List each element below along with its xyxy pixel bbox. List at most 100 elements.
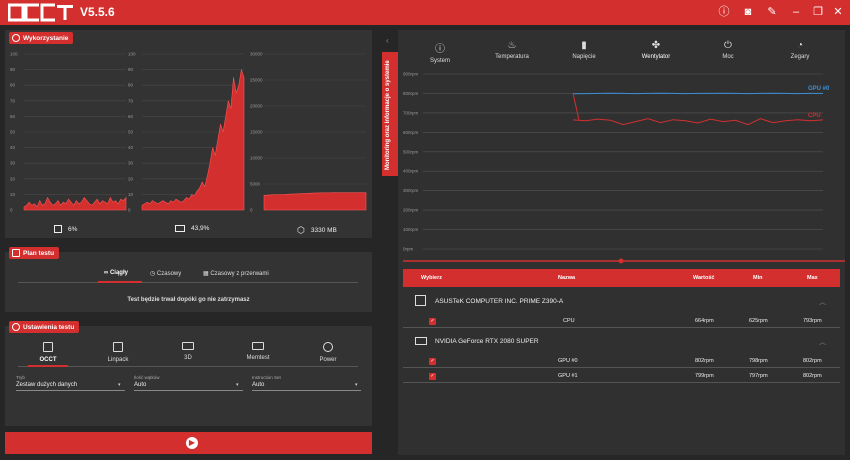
mode-power[interactable]: Power [298,342,358,363]
device-group-gpu[interactable]: NVIDIA GeForce RTX 2080 SUPER ︿ [403,334,840,350]
monitoring-panel [398,30,845,455]
settings-icon [12,323,20,331]
wrench-icon[interactable]: ✎ [767,6,777,18]
chevron-down-icon[interactable]: ▾ [355,382,358,388]
instruction-set-underline [252,390,361,391]
mode-linpack[interactable]: Linpack [88,342,148,363]
mode-label: OCCT [39,357,57,363]
memory-icon: ⬡ [297,225,305,235]
checkbox-checked[interactable]: ✓ [429,373,436,380]
timeline-slider-handle [618,258,624,264]
row-name: GPU #1 [558,373,578,379]
cpu-series-ramp [572,93,580,120]
tick-label: 0 [250,208,253,213]
checkbox-checked[interactable]: ✓ [429,358,436,365]
close-icon[interactable]: ✕ [833,6,843,18]
cpu-usage-area [23,196,127,211]
tick-label: 70 [128,98,134,103]
tick-label: 500rpm [403,149,419,154]
restore-icon[interactable]: ❐ [813,6,823,18]
tab-voltage[interactable]: ▮ Napięcie [549,40,619,60]
mode-label: Power [319,357,337,363]
power-icon [323,342,333,352]
tick-label: 700rpm [403,110,419,115]
plan-description: Test będzie trwał dopóki go nie zatrzyma… [127,297,250,303]
usage-badge: Wykorzystanie [9,32,74,44]
tick-label: 20 [128,176,134,181]
cpu-usage-stat: 6% [54,225,77,233]
instruction-set-value[interactable]: Auto [252,382,265,388]
tick-label: 600rpm [403,130,419,135]
threads-field-value[interactable]: Auto [134,382,147,388]
plan-selected-indicator [98,281,142,283]
tab-fan[interactable]: ✤ Wentylator [621,40,691,60]
device-group-motherboard[interactable]: ASUSTeK COMPUTER INC. PRIME Z390-A ︿ [403,294,840,310]
chevron-down-icon[interactable]: ▾ [118,382,121,388]
tab-label: Wentylator [641,54,671,60]
tab-clocks[interactable]: ◔ Zegary [765,40,835,60]
mode-label: Memtest [246,355,270,361]
chevron-up-icon[interactable]: ︿ [819,339,826,346]
monitoring-side-tab[interactable]: Monitoring oraz informacje o systemie [382,52,398,176]
play-icon[interactable]: ▶ [186,437,198,449]
chevron-down-icon[interactable]: ▾ [236,382,239,388]
gpu-icon [175,225,185,232]
tick-label: 800rpm [403,91,419,96]
tab-system[interactable]: ⓘ System [405,40,475,64]
row-min: 797rpm [749,373,768,379]
camera-icon[interactable]: ◙ [744,6,752,18]
gpu0-series-line [572,92,823,95]
col-name: Nazwa [558,275,576,281]
tab-label: Napięcie [572,54,596,60]
plan-option-continuous[interactable]: ∞ Ciągły [104,270,128,276]
calendar-icon [12,249,20,257]
start-test-bar[interactable]: ▶ [5,432,372,454]
chevron-left-icon[interactable]: ‹ [386,36,389,45]
gpu-usage-area [141,69,245,211]
tab-power[interactable]: ⏻ Moc [693,40,763,60]
plan-badge: Plan testu [9,247,60,259]
tick-label: 10000 [250,156,263,161]
tick-label: 5000 [250,182,261,187]
minimize-icon[interactable]: – [792,6,800,18]
mode-occt[interactable]: OCCT [18,342,78,363]
tick-label: 30000 [250,52,263,57]
mode-field-value[interactable]: Zestaw dużych danych [16,382,78,388]
monitoring-side-tab-label: Monitoring oraz informacje o systemie [385,60,391,170]
tick-label: 0rpm [403,247,414,252]
mode-3d[interactable]: 3D [158,342,218,361]
gpu-icon [415,337,427,345]
tick-label: 0 [128,208,131,213]
gpu-usage-value: 43,9% [191,225,210,232]
tick-label: 80 [10,83,16,88]
fan-speed-chart: 900rpm 800rpm 700rpm 600rpm 500rpm 400rpm 300r… [403,72,845,264]
tick-label: 0 [10,208,13,213]
col-select: Wybierz [421,275,442,281]
legend-gpu0: GPU #0 [808,86,829,92]
legend-cpu: CPU [808,113,821,119]
row-min: 625rpm [749,318,768,324]
tab-temperature[interactable]: ♨ Temperatura [477,40,547,60]
plug-icon: ⏻ [724,40,732,51]
mode-label: Linpack [107,357,129,363]
sensor-table-header: Wybierz Nazwa Wartość Min Max [403,269,840,287]
row-value: 802rpm [695,358,714,364]
device-name: ASUSTeK COMPUTER INC. PRIME Z390-A [435,298,564,305]
plan-option-timed[interactable]: ◷ Czasowy [150,271,182,277]
chevron-up-icon[interactable]: ︿ [819,299,826,306]
checkbox-checked[interactable]: ✓ [429,318,436,325]
tick-label: 900rpm [403,72,419,77]
mode-memtest[interactable]: Memtest [228,342,288,361]
instruction-set-label: Instruction Set [252,375,281,380]
tick-label: 10 [10,192,16,197]
legend-cpu-label: CPU [808,113,821,119]
mode-field-underline [16,390,125,391]
col-value: Wartość [693,275,715,281]
gpu-usage-stat: 43,9% [175,225,209,232]
fan-icon: ✤ [651,40,661,51]
plan-option-timed-breaks[interactable]: ▦ Czasowy z przerwami [203,271,269,277]
info-icon[interactable]: ⓘ [718,6,730,18]
row-value: 664rpm [695,318,714,324]
